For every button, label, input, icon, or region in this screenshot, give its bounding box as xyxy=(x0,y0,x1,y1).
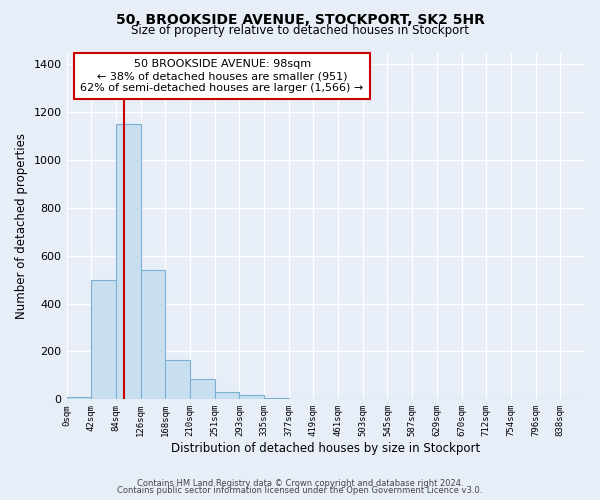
Bar xyxy=(165,360,190,400)
Text: Contains HM Land Registry data © Crown copyright and database right 2024.: Contains HM Land Registry data © Crown c… xyxy=(137,478,463,488)
Bar xyxy=(67,397,91,400)
Text: 50 BROOKSIDE AVENUE: 98sqm
← 38% of detached houses are smaller (951)
62% of sem: 50 BROOKSIDE AVENUE: 98sqm ← 38% of deta… xyxy=(80,60,364,92)
Text: 50, BROOKSIDE AVENUE, STOCKPORT, SK2 5HR: 50, BROOKSIDE AVENUE, STOCKPORT, SK2 5HR xyxy=(116,12,484,26)
Bar xyxy=(264,398,289,400)
Text: Size of property relative to detached houses in Stockport: Size of property relative to detached ho… xyxy=(131,24,469,37)
Bar xyxy=(140,270,165,400)
Bar xyxy=(239,395,264,400)
Bar xyxy=(190,379,215,400)
Y-axis label: Number of detached properties: Number of detached properties xyxy=(15,133,28,319)
Bar xyxy=(116,124,140,400)
X-axis label: Distribution of detached houses by size in Stockport: Distribution of detached houses by size … xyxy=(171,442,481,455)
Text: Contains public sector information licensed under the Open Government Licence v3: Contains public sector information licen… xyxy=(118,486,482,495)
Bar xyxy=(91,280,116,400)
Bar xyxy=(215,392,239,400)
